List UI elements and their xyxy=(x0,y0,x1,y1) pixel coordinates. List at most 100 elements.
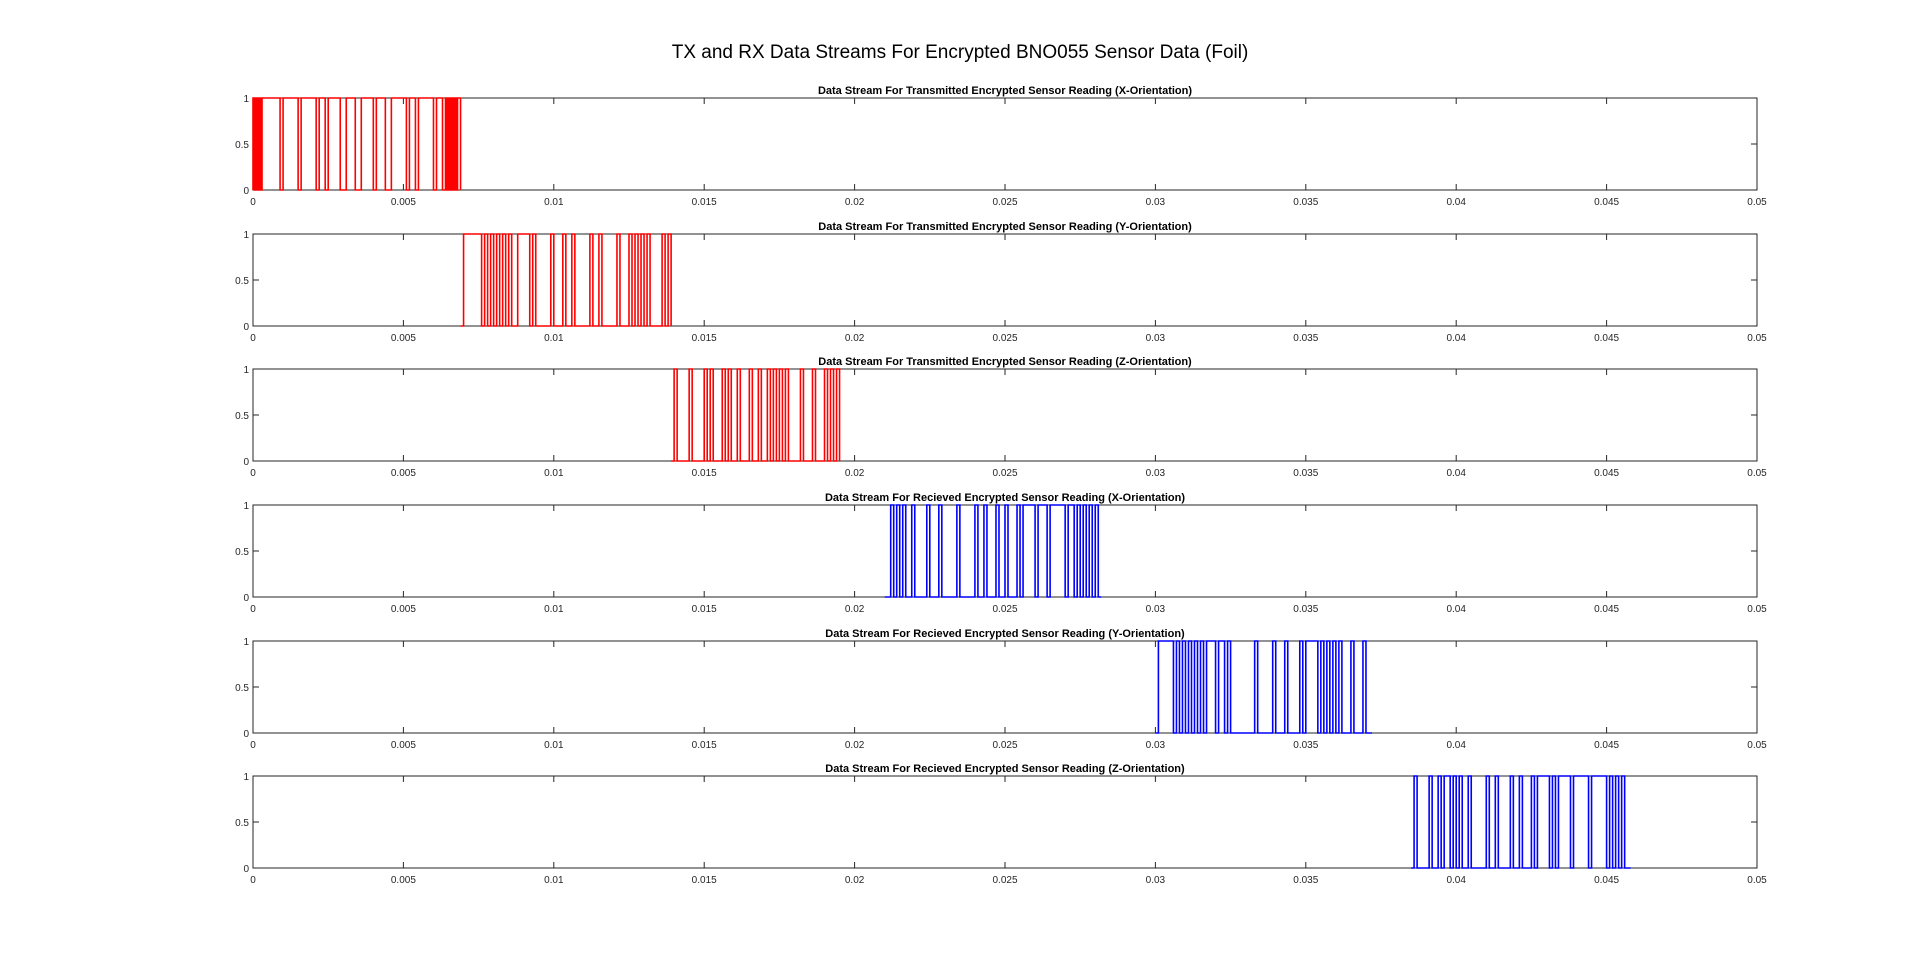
x-tick-label: 0.03 xyxy=(1146,604,1166,615)
subplot-5: Data Stream For Recieved Encrypted Senso… xyxy=(235,628,1767,751)
subplot-3: Data Stream For Transmitted Encrypted Se… xyxy=(235,356,1767,479)
x-tick-label: 0.045 xyxy=(1594,333,1619,344)
axes-box xyxy=(252,97,1758,191)
x-tick-label: 0.035 xyxy=(1293,197,1318,208)
y-tick-label: 1 xyxy=(243,230,249,241)
x-tick-label: 0.025 xyxy=(992,197,1017,208)
x-tick-label: 0.05 xyxy=(1747,875,1767,886)
x-tick-label: 0.02 xyxy=(845,740,865,751)
x-tick-label: 0.015 xyxy=(692,333,717,344)
x-tick-label: 0.035 xyxy=(1293,333,1318,344)
x-tick-label: 0.015 xyxy=(692,740,717,751)
x-tick-label: 0.045 xyxy=(1594,740,1619,751)
x-tick-label: 0.005 xyxy=(391,604,416,615)
figure-title: TX and RX Data Streams For Encrypted BNO… xyxy=(671,42,1249,63)
x-tick-label: 0.015 xyxy=(692,604,717,615)
axes-box xyxy=(252,368,1758,462)
x-tick-label: 0.01 xyxy=(544,740,564,751)
x-tick-label: 0.03 xyxy=(1146,468,1166,479)
y-tick-label: 1 xyxy=(243,637,249,648)
subplot-title: Data Stream For Recieved Encrypted Senso… xyxy=(825,628,1185,640)
x-tick-label: 0.035 xyxy=(1293,740,1318,751)
x-tick-label: 0.015 xyxy=(692,468,717,479)
x-tick-label: 0.04 xyxy=(1446,604,1466,615)
x-tick-label: 0.005 xyxy=(391,875,416,886)
x-tick-label: 0.035 xyxy=(1293,875,1318,886)
x-tick-label: 0.005 xyxy=(391,333,416,344)
x-tick-label: 0.025 xyxy=(992,604,1017,615)
subplot-title: Data Stream For Transmitted Encrypted Se… xyxy=(818,221,1192,233)
y-tick-label: 0.5 xyxy=(235,683,249,694)
x-tick-label: 0.05 xyxy=(1747,604,1767,615)
subplot-title: Data Stream For Transmitted Encrypted Se… xyxy=(818,85,1192,97)
x-tick-label: 0.01 xyxy=(544,333,564,344)
x-tick-label: 0.005 xyxy=(391,468,416,479)
x-tick-label: 0 xyxy=(250,468,256,479)
x-tick-label: 0.04 xyxy=(1446,740,1466,751)
x-tick-label: 0.03 xyxy=(1146,875,1166,886)
x-tick-label: 0.02 xyxy=(845,468,865,479)
y-tick-label: 0 xyxy=(243,593,249,604)
x-tick-label: 0.01 xyxy=(544,468,564,479)
x-tick-label: 0.01 xyxy=(544,197,564,208)
x-tick-label: 0.03 xyxy=(1146,333,1166,344)
axes-box xyxy=(252,233,1758,327)
x-tick-label: 0.04 xyxy=(1446,468,1466,479)
series-line-1 xyxy=(884,504,1102,598)
series-line-1 xyxy=(1411,775,1631,869)
x-tick-label: 0.05 xyxy=(1747,468,1767,479)
x-tick-label: 0.015 xyxy=(692,875,717,886)
axes-box xyxy=(252,640,1758,734)
y-tick-label: 0.5 xyxy=(235,140,249,151)
x-tick-label: 0 xyxy=(250,740,256,751)
series-line-1 xyxy=(671,368,841,462)
x-tick-label: 0.05 xyxy=(1747,197,1767,208)
subplot-4: Data Stream For Recieved Encrypted Senso… xyxy=(235,492,1767,615)
series-line-1 xyxy=(460,233,672,327)
x-tick-label: 0 xyxy=(250,333,256,344)
x-tick-label: 0.01 xyxy=(544,875,564,886)
subplot-1: Data Stream For Transmitted Encrypted Se… xyxy=(235,85,1767,208)
x-tick-label: 0.035 xyxy=(1293,468,1318,479)
x-tick-label: 0.03 xyxy=(1146,740,1166,751)
y-tick-label: 1 xyxy=(243,365,249,376)
subplot-6: Data Stream For Recieved Encrypted Senso… xyxy=(235,763,1767,886)
x-tick-label: 0.02 xyxy=(845,333,865,344)
x-tick-label: 0 xyxy=(250,604,256,615)
x-tick-label: 0.005 xyxy=(391,197,416,208)
y-tick-label: 0.5 xyxy=(235,411,249,422)
y-tick-label: 0 xyxy=(243,457,249,468)
x-tick-label: 0.035 xyxy=(1293,604,1318,615)
x-tick-label: 0.015 xyxy=(692,197,717,208)
x-tick-label: 0.045 xyxy=(1594,875,1619,886)
subplot-title: Data Stream For Transmitted Encrypted Se… xyxy=(818,356,1192,368)
x-tick-label: 0.04 xyxy=(1446,333,1466,344)
x-tick-label: 0.02 xyxy=(845,197,865,208)
x-tick-label: 0.04 xyxy=(1446,197,1466,208)
x-tick-label: 0.05 xyxy=(1747,740,1767,751)
y-tick-label: 1 xyxy=(243,501,249,512)
subplot-title: Data Stream For Recieved Encrypted Senso… xyxy=(825,763,1185,775)
series-line-1 xyxy=(1155,640,1372,734)
x-tick-label: 0 xyxy=(250,197,256,208)
x-tick-label: 0.04 xyxy=(1446,875,1466,886)
y-tick-label: 0 xyxy=(243,864,249,875)
x-tick-label: 0.025 xyxy=(992,875,1017,886)
x-tick-label: 0.025 xyxy=(992,468,1017,479)
subplot-title: Data Stream For Recieved Encrypted Senso… xyxy=(825,492,1185,504)
x-tick-label: 0 xyxy=(250,875,256,886)
y-tick-label: 0 xyxy=(243,729,249,740)
x-tick-label: 0.045 xyxy=(1594,604,1619,615)
x-tick-label: 0.02 xyxy=(845,875,865,886)
x-tick-label: 0.05 xyxy=(1747,333,1767,344)
y-tick-label: 0.5 xyxy=(235,818,249,829)
y-tick-label: 0 xyxy=(243,186,249,197)
y-tick-label: 1 xyxy=(243,94,249,105)
series-line-1 xyxy=(252,97,462,191)
x-tick-label: 0.045 xyxy=(1594,197,1619,208)
x-tick-label: 0.03 xyxy=(1146,197,1166,208)
x-tick-label: 0.005 xyxy=(391,740,416,751)
y-tick-label: 0.5 xyxy=(235,547,249,558)
y-tick-label: 1 xyxy=(243,772,249,783)
